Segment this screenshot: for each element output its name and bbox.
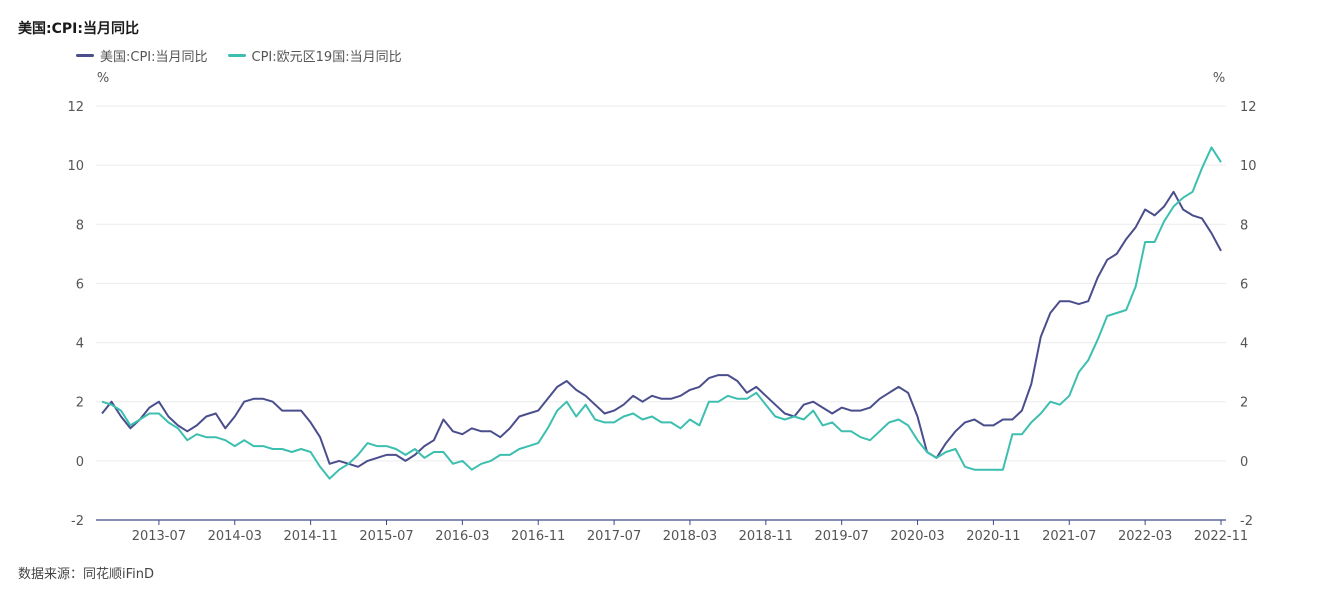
axes: -2 -2 0 0 2 2 4 4 6 6 8 8 10 10 12 12 2013-07 2014-03 2014… <box>67 100 1256 544</box>
chart-title: 美国:CPI:当月同比 <box>18 21 139 37</box>
x-tick-label: 2022-03 <box>1118 529 1172 544</box>
y-tick-label-right: 8 <box>1240 218 1248 233</box>
y-tick-label-left: 4 <box>76 337 84 352</box>
x-tick-label: 2020-11 <box>966 529 1020 544</box>
x-tick-label: 2018-03 <box>663 529 717 544</box>
x-tick-label: 2015-07 <box>359 529 413 544</box>
series-line-eu <box>101 146 1222 480</box>
left-unit-label: % <box>97 71 109 86</box>
y-tick-label-right: 0 <box>1240 455 1248 470</box>
y-tick-label-right: 12 <box>1240 100 1257 115</box>
x-tick-label: 2014-11 <box>283 529 337 544</box>
legend-item-eu[interactable]: CPI:欧元区19国:当月同比 <box>227 46 402 65</box>
legend-item-us[interactable]: 美国:CPI:当月同比 <box>76 46 208 65</box>
y-tick-label-right: 6 <box>1240 277 1248 292</box>
y-tick-label-left: 12 <box>67 100 84 115</box>
x-tick-label: 2017-07 <box>587 529 641 544</box>
x-tick-label: 2021-07 <box>1042 529 1096 544</box>
y-tick-label-right: 2 <box>1240 396 1248 411</box>
legend-swatch-eu <box>227 54 246 57</box>
legend-label-eu: CPI:欧元区19国:当月同比 <box>251 50 402 65</box>
y-tick-label-left: 6 <box>76 277 84 292</box>
legend-label-us: 美国:CPI:当月同比 <box>100 50 208 65</box>
x-tick-label: 2016-03 <box>435 529 489 544</box>
y-tick-label-left: -2 <box>71 514 84 529</box>
grid-lines <box>96 105 1226 462</box>
y-tick-label-left: 2 <box>76 396 84 411</box>
data-source: 数据来源：同花顺iFinD <box>18 567 155 582</box>
legend-swatch-us <box>76 54 94 57</box>
y-tick-label-right: 4 <box>1240 337 1248 352</box>
legend: 美国:CPI:当月同比 CPI:欧元区19国:当月同比 <box>76 46 402 65</box>
series-line-us <box>101 190 1222 468</box>
series-lines <box>101 146 1222 480</box>
y-tick-label-left: 8 <box>76 218 84 233</box>
x-tick-label: 2016-11 <box>511 529 565 544</box>
x-tick-label: 2013-07 <box>132 529 186 544</box>
y-tick-label-right: 10 <box>1240 159 1257 174</box>
x-tick-label: 2019-07 <box>815 529 869 544</box>
right-unit-label: % <box>1213 71 1225 86</box>
x-tick-label: 2022-11 <box>1194 529 1248 544</box>
x-tick-label: 2014-03 <box>208 529 262 544</box>
y-tick-label-left: 0 <box>76 455 84 470</box>
x-tick-label: 2020-03 <box>890 529 944 544</box>
x-tick-label: 2018-11 <box>739 529 793 544</box>
y-tick-label-left: 10 <box>67 159 84 174</box>
y-tick-label-right: -2 <box>1240 514 1253 529</box>
